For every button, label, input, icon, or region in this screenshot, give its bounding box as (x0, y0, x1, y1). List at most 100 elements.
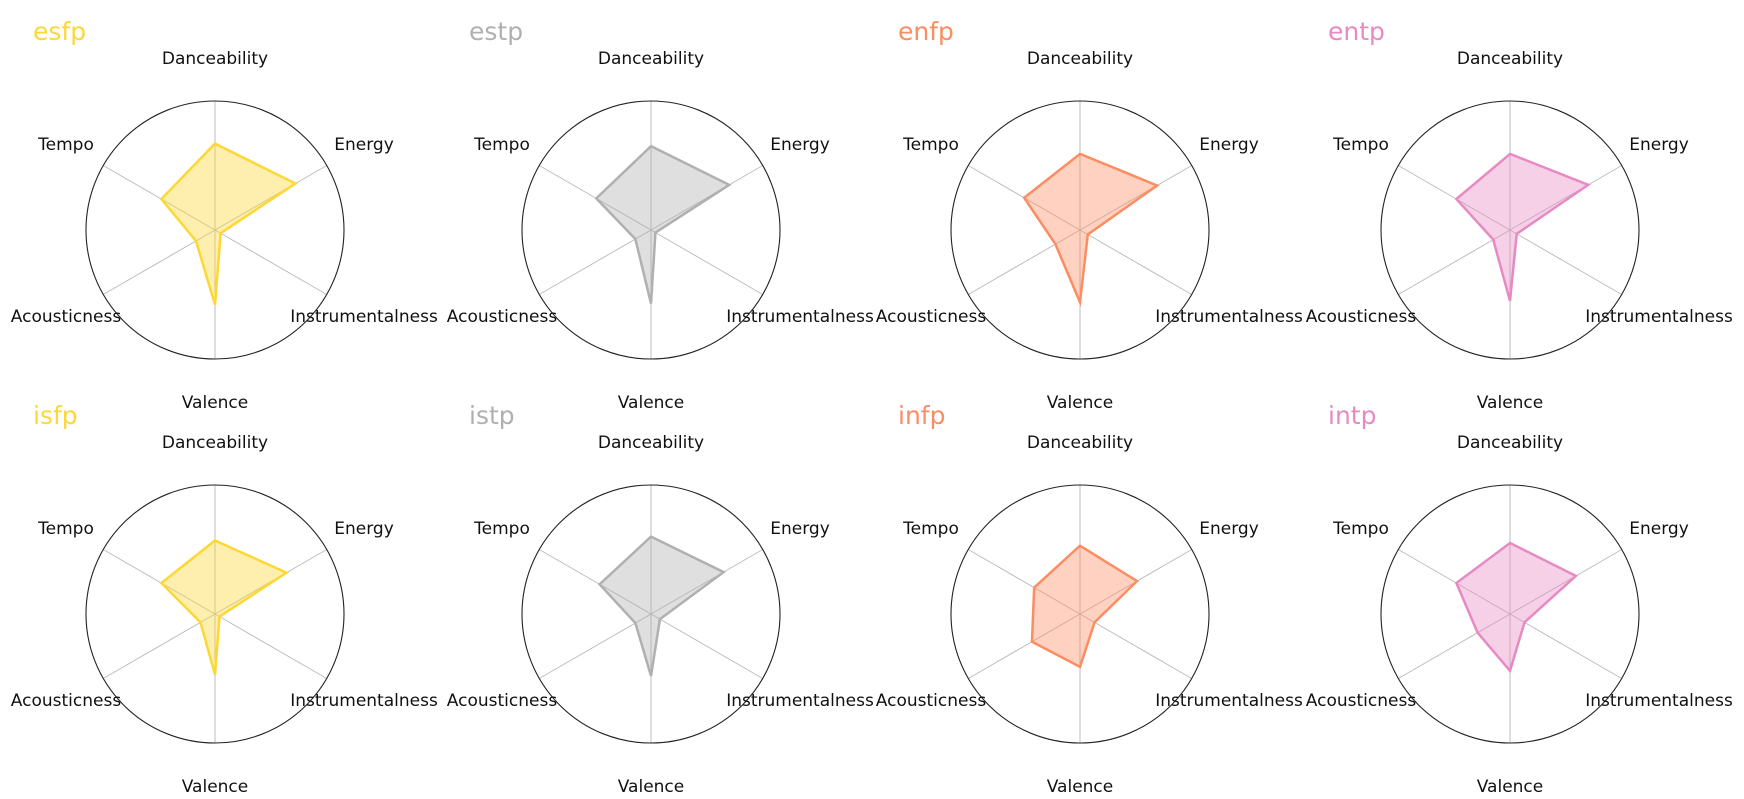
axis-label-energy: Energy (770, 519, 830, 539)
radar-series-polygon (594, 144, 732, 304)
radar-outline (85, 484, 345, 744)
radar-spoke (1398, 549, 1511, 615)
axis-label-valence: Valence (1477, 393, 1544, 413)
panel-title: intp (1328, 401, 1376, 430)
axis-label-valence: Valence (1047, 393, 1114, 413)
radar-spoke (968, 613, 1081, 679)
panel-title: enfp (898, 17, 954, 46)
axis-label-valence: Valence (182, 777, 249, 797)
radar-spoke (539, 613, 652, 679)
panel-title: esfp (33, 17, 86, 46)
axis-label-danceability: Danceability (1027, 433, 1133, 453)
radar-outline (1380, 484, 1640, 744)
radar-outline (950, 100, 1210, 360)
radar-series-polygon (159, 142, 298, 306)
axis-label-energy: Energy (334, 519, 394, 539)
axis-label-valence: Valence (618, 777, 685, 797)
panel-title: entp (1328, 17, 1385, 46)
axis-label-energy: Energy (1199, 135, 1259, 155)
axis-label-energy: Energy (334, 135, 394, 155)
radar-panel-esfp: esfp Danceability Energy Instrumentalness Va… (11, 17, 438, 413)
radar-spoke (214, 165, 327, 231)
radar-panel-estp: estp Danceability Energy Instrumentalness Va… (447, 17, 874, 413)
axis-label-danceability: Danceability (598, 49, 704, 69)
radar-panel-isfp: isfp Danceability Energy Instrumentalness Va… (11, 401, 438, 797)
radar-spoke (1398, 165, 1511, 231)
axis-label-acousticness: Acousticness (447, 691, 558, 711)
axis-label-instrumentalness: Instrumentalness (1155, 691, 1303, 711)
axis-label-valence: Valence (182, 393, 249, 413)
panel-title: infp (898, 401, 945, 430)
axis-label-danceability: Danceability (1457, 433, 1563, 453)
axis-label-danceability: Danceability (162, 433, 268, 453)
panel-title: istp (469, 401, 515, 430)
radar-outline (950, 484, 1210, 744)
radar-spoke (1079, 165, 1192, 231)
radar-series-polygon (159, 539, 290, 675)
axis-label-acousticness: Acousticness (1306, 307, 1417, 327)
radar-series-polygon (597, 535, 727, 677)
axis-label-tempo: Tempo (1332, 135, 1389, 155)
radar-spoke (1079, 229, 1192, 295)
axis-label-acousticness: Acousticness (11, 307, 122, 327)
radar-series-polygon (1030, 544, 1139, 669)
radar-spoke (214, 613, 327, 679)
axis-label-valence: Valence (1047, 777, 1114, 797)
axis-label-tempo: Tempo (473, 135, 530, 155)
axis-label-danceability: Danceability (598, 433, 704, 453)
radar-spoke (1509, 613, 1622, 679)
axis-label-energy: Energy (770, 135, 830, 155)
axis-label-tempo: Tempo (1332, 519, 1389, 539)
radar-panel-enfp: enfp Danceability Energy Instrumentalness Va… (876, 17, 1303, 413)
axis-label-tempo: Tempo (37, 135, 94, 155)
radar-spoke (650, 549, 763, 615)
radar-series-polygon (1022, 152, 1160, 308)
axis-label-danceability: Danceability (1027, 49, 1133, 69)
radar-spoke (1509, 165, 1622, 231)
radar-spoke (103, 549, 216, 615)
axis-label-acousticness: Acousticness (876, 691, 987, 711)
axis-label-danceability: Danceability (1457, 49, 1563, 69)
radar-spoke (1398, 229, 1511, 295)
radar-panel-entp: entp Danceability Energy Instrumentalness Va… (1306, 17, 1733, 413)
radar-series-polygon (1454, 152, 1591, 302)
radar-spoke (1509, 229, 1622, 295)
radar-spoke (103, 165, 216, 231)
radar-panel-intp: intp Danceability Energy Instrumentalness Va… (1306, 401, 1733, 797)
radar-spoke (650, 229, 763, 295)
axis-label-instrumentalness: Instrumentalness (1585, 691, 1733, 711)
axis-label-acousticness: Acousticness (1306, 691, 1417, 711)
radar-spoke (214, 229, 327, 295)
radar-outline (85, 100, 345, 360)
axis-label-tempo: Tempo (902, 135, 959, 155)
panel-title: isfp (33, 401, 78, 430)
radar-spoke (1398, 613, 1511, 679)
radar-panel-infp: infp Danceability Energy Instrumentalness Va… (876, 401, 1303, 797)
radar-outline (521, 484, 781, 744)
radar-spoke (968, 229, 1081, 295)
radar-spoke (650, 613, 763, 679)
axis-label-acousticness: Acousticness (876, 307, 987, 327)
axis-label-energy: Energy (1629, 135, 1689, 155)
radar-panel-istp: istp Danceability Energy Instrumentalness Va… (447, 401, 874, 797)
axis-label-instrumentalness: Instrumentalness (290, 307, 438, 327)
axis-label-tempo: Tempo (473, 519, 530, 539)
radar-spoke (539, 549, 652, 615)
axis-label-instrumentalness: Instrumentalness (726, 307, 874, 327)
axis-label-danceability: Danceability (162, 49, 268, 69)
axis-label-tempo: Tempo (902, 519, 959, 539)
radar-spoke (103, 613, 216, 679)
axis-label-energy: Energy (1629, 519, 1689, 539)
axis-label-instrumentalness: Instrumentalness (290, 691, 438, 711)
axis-label-energy: Energy (1199, 519, 1259, 539)
radar-spoke (650, 165, 763, 231)
radar-spoke (968, 549, 1081, 615)
axis-label-instrumentalness: Instrumentalness (1585, 307, 1733, 327)
radar-outline (1380, 100, 1640, 360)
radar-spoke (539, 229, 652, 295)
radar-series-polygon (1454, 541, 1579, 674)
radar-spoke (1079, 613, 1192, 679)
axis-label-acousticness: Acousticness (447, 307, 558, 327)
axis-label-valence: Valence (618, 393, 685, 413)
